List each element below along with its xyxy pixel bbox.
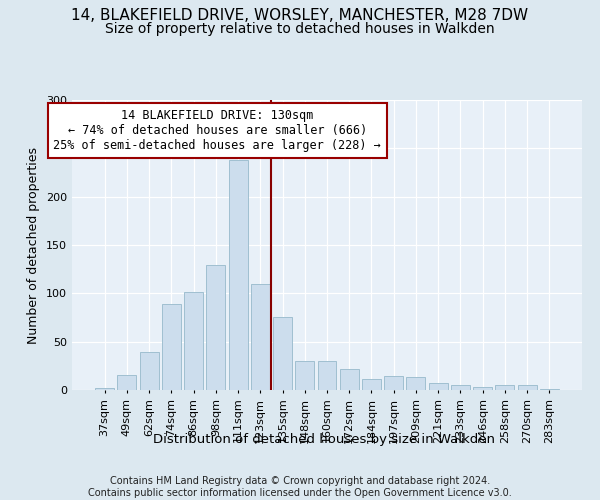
Bar	[140, 352, 158, 390]
Bar	[273, 316, 292, 390]
Bar	[540, 389, 559, 390]
Bar	[295, 361, 314, 390]
Bar	[473, 387, 492, 390]
Bar	[518, 385, 536, 390]
Bar	[95, 388, 114, 390]
Bar	[118, 374, 136, 390]
Bar	[496, 385, 514, 390]
Bar	[206, 266, 225, 390]
Text: 14, BLAKEFIELD DRIVE, WORSLEY, MANCHESTER, M28 7DW: 14, BLAKEFIELD DRIVE, WORSLEY, MANCHESTE…	[71, 8, 529, 22]
Text: Contains HM Land Registry data © Crown copyright and database right 2024.
Contai: Contains HM Land Registry data © Crown c…	[88, 476, 512, 498]
Bar	[451, 385, 470, 390]
Bar	[229, 160, 248, 390]
Bar	[384, 376, 403, 390]
Bar	[340, 368, 359, 390]
Text: 14 BLAKEFIELD DRIVE: 130sqm
← 74% of detached houses are smaller (666)
25% of se: 14 BLAKEFIELD DRIVE: 130sqm ← 74% of det…	[53, 108, 381, 152]
Bar	[362, 380, 381, 390]
Bar	[317, 361, 337, 390]
Bar	[162, 304, 181, 390]
Bar	[406, 378, 425, 390]
Text: Distribution of detached houses by size in Walkden: Distribution of detached houses by size …	[153, 432, 495, 446]
Bar	[429, 383, 448, 390]
Bar	[184, 292, 203, 390]
Y-axis label: Number of detached properties: Number of detached properties	[28, 146, 40, 344]
Bar	[251, 284, 270, 390]
Text: Size of property relative to detached houses in Walkden: Size of property relative to detached ho…	[105, 22, 495, 36]
